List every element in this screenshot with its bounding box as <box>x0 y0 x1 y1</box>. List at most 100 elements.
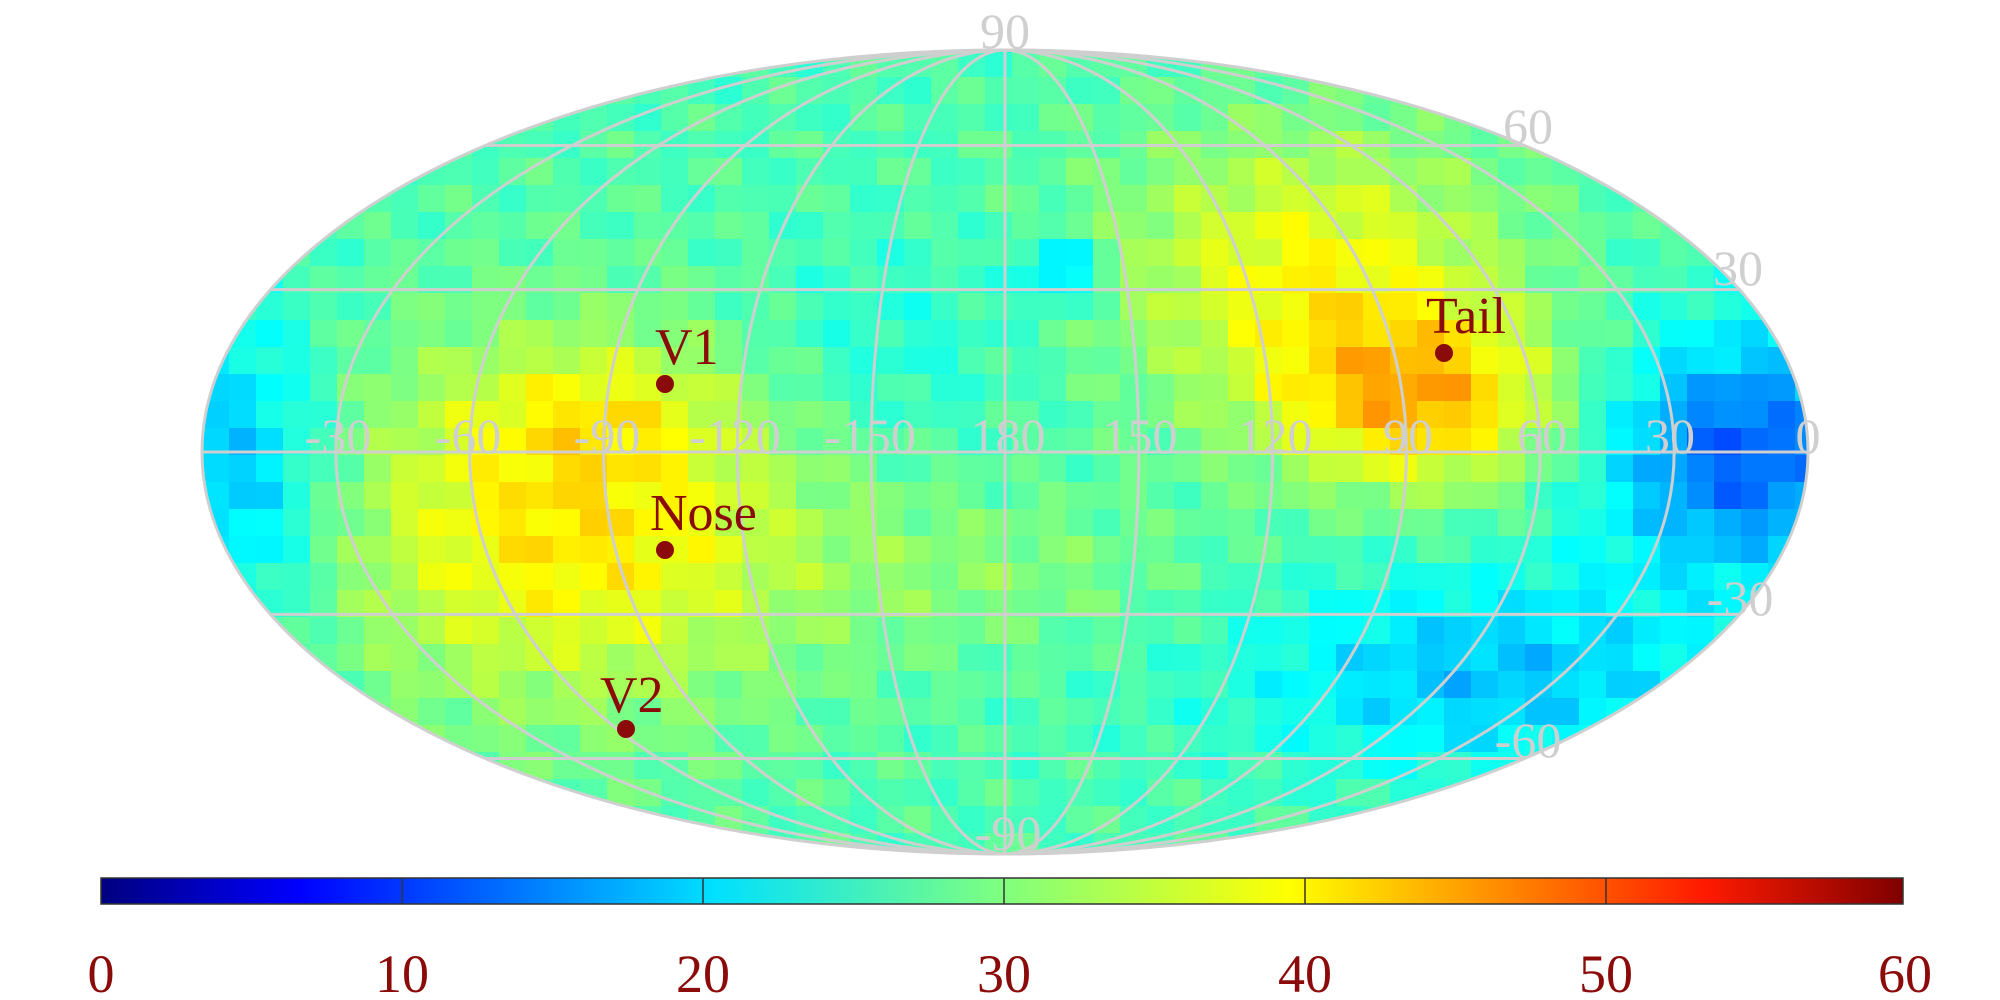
heat-cell <box>1255 239 1283 267</box>
heat-cell <box>1066 563 1094 591</box>
heat-cell <box>769 293 797 321</box>
heat-cell <box>769 563 797 591</box>
heat-cell <box>931 671 959 699</box>
heat-cell <box>256 509 284 537</box>
lon-label: 120 <box>1238 408 1313 464</box>
heat-cell <box>1201 752 1229 780</box>
heat-cell <box>850 563 878 591</box>
heat-cell <box>1606 644 1634 672</box>
heat-cell <box>634 185 662 213</box>
heat-cell <box>1147 239 1175 267</box>
heat-cell <box>1174 320 1202 348</box>
heat-cell <box>1336 806 1364 834</box>
colorbar-dividers <box>401 878 1607 904</box>
heat-cell <box>580 374 608 402</box>
heat-cell <box>256 347 284 375</box>
heat-cell <box>1012 212 1040 240</box>
heat-cell <box>931 725 959 753</box>
heat-cell <box>661 482 689 510</box>
heat-cell <box>1012 617 1040 645</box>
heat-cell <box>526 374 554 402</box>
heat-cell <box>661 239 689 267</box>
heat-cell <box>1471 374 1499 402</box>
lon-label: 90 <box>1383 408 1433 464</box>
heat-cell <box>1120 779 1148 807</box>
heat-cell <box>1093 536 1121 564</box>
markers: V1 Nose Tail V2 <box>600 288 1506 738</box>
heat-cell <box>769 725 797 753</box>
heat-cell <box>472 293 500 321</box>
heat-cell <box>1012 536 1040 564</box>
heat-cell <box>1498 482 1526 510</box>
heat-cell <box>256 536 284 564</box>
heat-cell <box>1444 455 1472 483</box>
heat-cell <box>310 536 338 564</box>
heat-cell <box>1525 239 1553 267</box>
heat-cell <box>1579 131 1607 159</box>
heat-cell <box>1012 563 1040 591</box>
heat-cell <box>256 401 284 429</box>
heat-cell <box>580 671 608 699</box>
heat-cell <box>985 320 1013 348</box>
heat-cell <box>580 536 608 564</box>
heat-cell <box>310 671 338 699</box>
heat-cell <box>445 698 473 726</box>
heat-cell <box>1498 563 1526 591</box>
lon-label: -150 <box>824 408 916 464</box>
heat-cell <box>364 725 392 753</box>
heat-cell <box>1174 239 1202 267</box>
heat-cell <box>931 158 959 186</box>
heat-cell <box>391 212 419 240</box>
heat-cell <box>283 374 311 402</box>
heat-cell <box>1714 671 1742 699</box>
heat-cell <box>1282 293 1310 321</box>
heat-cell <box>742 50 770 78</box>
heat-cell <box>661 158 689 186</box>
heat-cell <box>1498 779 1526 807</box>
heat-cell <box>283 347 311 375</box>
heat-cell <box>1309 374 1337 402</box>
heat-cell <box>1498 158 1526 186</box>
heat-cell <box>310 455 338 483</box>
heat-cell <box>1471 509 1499 537</box>
heat-cell <box>1201 185 1229 213</box>
tail-label: Tail <box>1426 288 1506 345</box>
heat-cell <box>1633 698 1661 726</box>
heat-cell <box>769 347 797 375</box>
heat-cell <box>850 536 878 564</box>
heat-cell <box>1417 725 1445 753</box>
heat-cell <box>661 401 689 429</box>
heat-cell <box>1579 239 1607 267</box>
heat-cell <box>1417 617 1445 645</box>
heat-cell <box>1039 374 1067 402</box>
heat-cell <box>1471 401 1499 429</box>
heat-cell <box>769 536 797 564</box>
heat-cell <box>310 482 338 510</box>
heat-cell <box>742 671 770 699</box>
heat-cell <box>877 779 905 807</box>
heat-cell <box>1525 563 1553 591</box>
heat-cell <box>553 482 581 510</box>
heat-cell <box>1093 725 1121 753</box>
heat-cell <box>553 401 581 429</box>
heat-cell <box>553 698 581 726</box>
heat-cell <box>958 374 986 402</box>
heat-cell <box>1120 671 1148 699</box>
heat-cell <box>1174 671 1202 699</box>
heat-cell <box>1282 239 1310 267</box>
heat-cell <box>1336 212 1364 240</box>
heat-cell <box>1228 455 1256 483</box>
heat-cell <box>1147 212 1175 240</box>
heat-cell <box>715 293 743 321</box>
heat-cell <box>607 752 635 780</box>
heat-cell <box>445 752 473 780</box>
heat-cell <box>445 347 473 375</box>
heat-cell <box>1309 698 1337 726</box>
heat-cell <box>1579 563 1607 591</box>
heat-cell <box>1417 644 1445 672</box>
heat-cell <box>1363 50 1391 78</box>
heat-cell <box>1039 185 1067 213</box>
heat-cell <box>850 212 878 240</box>
heat-cell <box>499 293 527 321</box>
heat-cell <box>877 104 905 132</box>
